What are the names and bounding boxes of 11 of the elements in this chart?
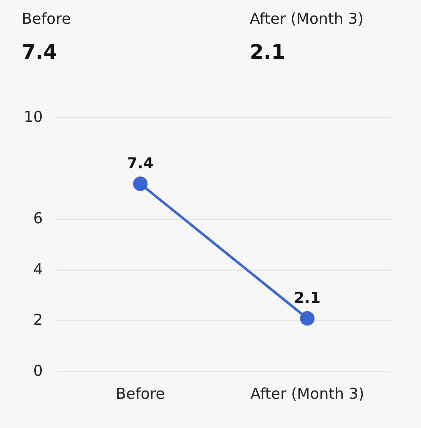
y-tick-label: 0 — [34, 362, 44, 380]
text: After (Month 3) — [250, 10, 364, 28]
text: Before — [22, 10, 72, 28]
y-tick-label: 10 — [24, 108, 44, 126]
text: 2.1 — [250, 40, 286, 64]
data-label: 7.4 — [127, 154, 154, 172]
y-tick-label: 4 — [34, 260, 44, 278]
data-label: 2.1 — [294, 289, 321, 308]
y-tick-label: 2 — [34, 311, 44, 330]
y-tick-label: 6 — [34, 209, 44, 228]
text: 7.4 — [22, 40, 58, 64]
